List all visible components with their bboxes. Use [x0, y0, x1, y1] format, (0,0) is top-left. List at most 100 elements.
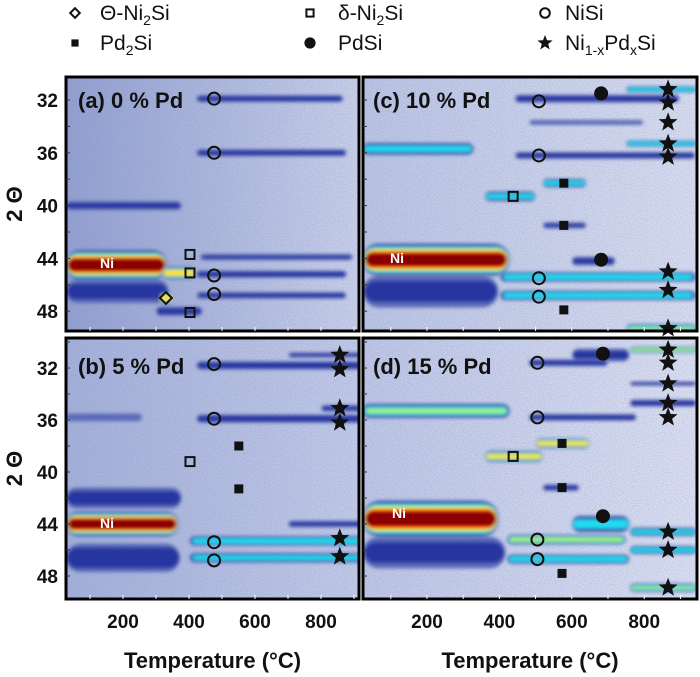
legend-label-text: Si: [384, 2, 403, 25]
band-level: [503, 292, 693, 299]
diffraction-band: [626, 140, 697, 147]
diffraction-band: [572, 256, 615, 266]
panel-frame: [361, 75, 699, 333]
delta-ni2si-square-marker: [184, 248, 196, 260]
y-tick-label: 40: [37, 463, 58, 484]
diffraction-band: [196, 270, 347, 278]
band-level: [66, 413, 142, 422]
legend-label-subscript: 2: [126, 42, 134, 58]
panel-title: (c) 10 % Pd: [373, 88, 490, 113]
band-level: [572, 258, 615, 264]
theta-ni2si-diamond-marker: [158, 290, 174, 306]
ni1-xpdxsi-star-marker: [658, 352, 678, 371]
panel-frame: [361, 336, 699, 601]
niSi-circle-marker: [530, 355, 545, 370]
diffraction-band: [288, 352, 359, 358]
band-level: [67, 491, 181, 505]
ni1-xpdxsi-star-marker: [658, 79, 678, 98]
band-level: [163, 270, 195, 276]
band-level: [627, 87, 696, 92]
ni1-xpdxsi-star-marker: [537, 35, 553, 50]
ni1-xpdxsi-star-marker: [658, 373, 678, 392]
band-level: [197, 415, 359, 422]
legend-entry: Pd2Si: [71, 32, 152, 58]
diffraction-band: [66, 279, 169, 304]
delta-ni2si-square-marker: [507, 450, 519, 462]
legend-label: NiSi: [565, 2, 604, 25]
legend-label-subscript: 1-x: [585, 42, 604, 58]
legend-label-text: Si: [637, 32, 656, 55]
x-tick-label: 400: [484, 612, 516, 633]
legend-label-subscript: x: [630, 42, 637, 58]
band-level: [197, 96, 342, 102]
heatmap-area: [66, 77, 359, 331]
panel-b: (b) 5 % Pd Ni 32 36 40 44 48 2 Θ 200 400 600 800Tem…: [2, 336, 361, 673]
panel-frame: [64, 75, 361, 333]
delta-ni2si-square-marker: [507, 190, 519, 202]
band-level: [628, 327, 695, 330]
panels: (a) 0 % Pd Ni 32 36 40 44 48 2 Θ (b) 5 % Pd Ni 32 3…: [2, 75, 699, 673]
diffraction-band: [66, 487, 182, 509]
diffraction-band: [363, 275, 499, 308]
pd2si-filled-square-marker: [234, 484, 244, 494]
band-level: [365, 253, 507, 267]
pd2si-filled-square-marker: [71, 39, 79, 47]
legend-label: Θ-Ni2Si: [100, 2, 170, 28]
ni1-xpdxsi-star-marker: [658, 393, 678, 412]
panel-title: (b) 5 % Pd: [78, 354, 184, 379]
x-tick-label: 600: [239, 612, 271, 633]
ni1-xpdxsi-star-marker: [658, 521, 678, 540]
y-tick-label: 40: [37, 197, 58, 218]
pd2si-filled-square-marker: [234, 441, 244, 451]
delta-ni2si-square-marker: [305, 8, 315, 18]
band-level: [67, 202, 181, 209]
pd2si-filled-square-marker: [559, 305, 569, 315]
x-tick-label: 800: [305, 612, 337, 633]
x-axis-label: Temperature (°C): [124, 648, 301, 673]
heatmap-area: [363, 77, 697, 331]
legend-label: Pd2Si: [100, 32, 152, 58]
diffraction-band: [529, 414, 637, 421]
diffraction-band: [162, 266, 196, 280]
band-level: [572, 519, 629, 529]
ni1-xpdxsi-star-marker: [658, 133, 678, 152]
theta-ni2si-diamond-marker: [68, 6, 82, 20]
niSi-circle-marker: [207, 357, 222, 372]
band-level: [486, 454, 542, 459]
pd2si-filled-square-marker: [559, 178, 569, 188]
legend-label: Ni1-xPdxSi: [565, 32, 656, 58]
diffraction-band: [485, 191, 536, 202]
diffraction-band: [66, 511, 179, 537]
diffraction-band: [66, 543, 180, 572]
niSi-circle-marker: [530, 532, 545, 547]
niSi-circle-marker: [207, 91, 222, 106]
diffraction-band: [196, 361, 359, 370]
niSi-circle-marker: [207, 535, 222, 550]
band-level: [364, 145, 472, 152]
pdSi-filled-circle-marker: [594, 252, 609, 267]
niSi-circle-marker: [539, 7, 551, 19]
heatmap-area: [363, 338, 697, 599]
panel-a: (a) 0 % Pd Ni 32 36 40 44 48 2 Θ: [2, 75, 361, 333]
niSi-circle-marker: [531, 271, 546, 286]
band-level: [365, 511, 496, 527]
niSi-circle-marker: [207, 553, 222, 568]
legend-label-text: Ni: [565, 32, 585, 55]
pdSi-filled-circle-marker: [595, 346, 610, 361]
legend-label-text: NiSi: [565, 2, 604, 25]
band-level: [197, 362, 359, 369]
x-tick-label: 600: [556, 612, 588, 633]
pdSi-filled-circle-marker: [595, 509, 610, 524]
y-tick-label: 44: [37, 249, 59, 270]
diffraction-band: [363, 142, 474, 155]
panel-frame: [64, 336, 361, 601]
diffraction-band: [288, 520, 359, 528]
pd2si-filled-square-marker: [557, 483, 567, 493]
legend-label-text: δ-Ni: [338, 2, 377, 25]
band-level: [364, 542, 504, 564]
delta-ni2si-square-marker: [184, 307, 196, 319]
ni1-xpdxsi-star-marker: [658, 339, 678, 358]
diffraction-band: [196, 95, 344, 102]
band-level: [516, 153, 694, 158]
